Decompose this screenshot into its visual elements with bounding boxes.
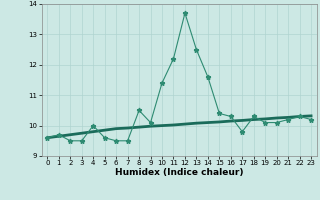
X-axis label: Humidex (Indice chaleur): Humidex (Indice chaleur) — [115, 168, 244, 177]
